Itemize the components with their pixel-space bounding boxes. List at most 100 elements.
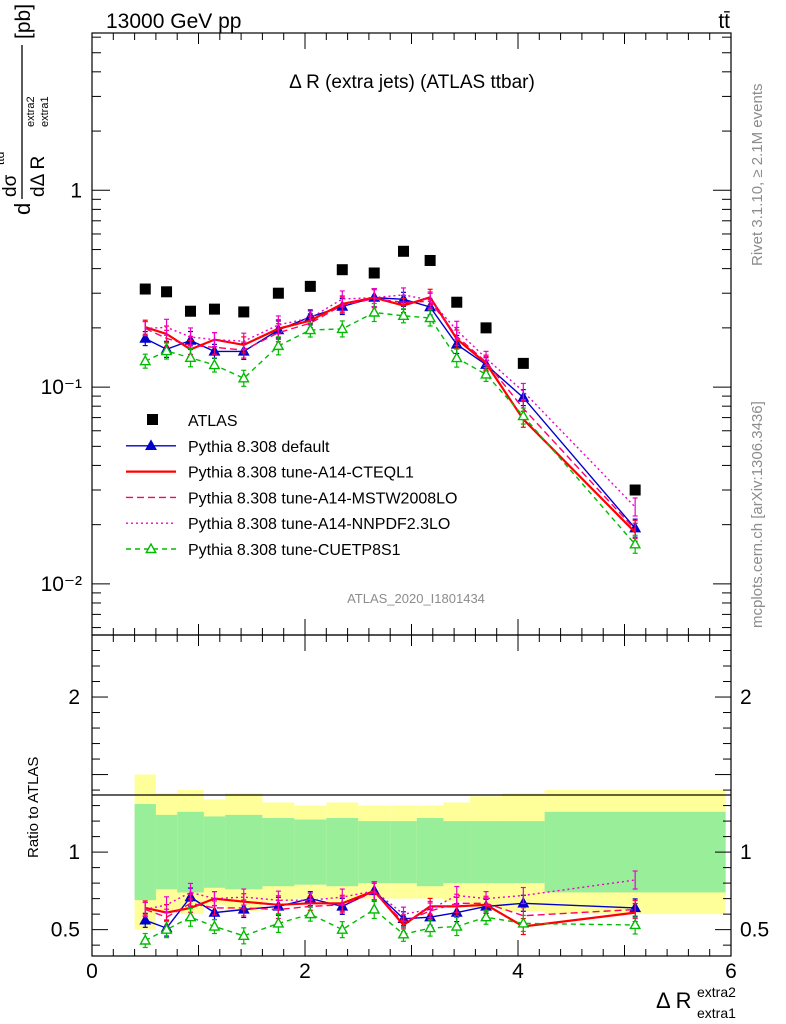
atlas-data-point xyxy=(368,267,380,279)
chart-title: Δ R (extra jets) (ATLAS ttbar) xyxy=(289,72,535,93)
legend-label: Pythia 8.308 tune-A14-CTEQL1 xyxy=(188,465,414,482)
ratio-y-tick-label: 2 xyxy=(68,686,80,709)
ratio-band-inner xyxy=(390,821,417,884)
x-tick-label: 0 xyxy=(86,960,98,983)
axis-tick-labels: 0 2 4 6 1 10⁻¹ 10⁻² 2 2 1 1 0.5 0.5 xyxy=(41,179,770,983)
legend-label: Pythia 8.308 default xyxy=(188,439,330,456)
legend-marker-atlas xyxy=(147,414,158,425)
ratio-point xyxy=(629,918,642,930)
ratio-band-inner xyxy=(502,821,545,884)
atlas-data-point xyxy=(272,287,284,299)
main-point xyxy=(450,351,463,363)
ratio-band-inner xyxy=(443,821,471,884)
main-point xyxy=(629,537,642,549)
ratio-y-axis-label: Ratio to ATLAS xyxy=(25,757,42,858)
legend-marker xyxy=(145,542,157,554)
mcplots-label: mcplots.cern.ch [arXiv:1306.3436] xyxy=(749,401,766,628)
legend-marker xyxy=(145,439,157,450)
legend-label: Pythia 8.308 tune-CUETP8S1 xyxy=(188,542,401,559)
y-label-d: d xyxy=(10,203,35,215)
ratio-y-tick-label: 1 xyxy=(68,841,80,864)
x-label-sub: extra1 xyxy=(697,1005,736,1021)
ratio-point xyxy=(160,923,173,934)
x-label-main: Δ R xyxy=(656,988,691,1013)
y-label-denominator: dΔ R xyxy=(28,156,49,197)
atlas-data-point xyxy=(139,283,151,295)
y-label-numerator-sup: ttd xyxy=(0,152,7,165)
main-point xyxy=(237,371,250,383)
atlas-data-point xyxy=(517,357,529,369)
ratio-point xyxy=(424,921,437,933)
rivet-version-label: Rivet 3.1.10, ≥ 2.1M events xyxy=(749,84,766,267)
ratio-band-inner xyxy=(416,817,444,887)
main-point xyxy=(517,409,530,421)
atlas-data-point xyxy=(161,286,173,298)
atlas-data-point xyxy=(238,306,250,318)
ratio-y-tick-label-right: 0.5 xyxy=(740,919,769,942)
y-tick-label: 10⁻² xyxy=(41,573,82,596)
ratio-point xyxy=(139,934,152,945)
ratio-point xyxy=(397,927,410,939)
axis-ticks xyxy=(91,33,732,956)
atlas-data-point xyxy=(398,245,410,257)
main-series-line xyxy=(145,294,636,508)
ratio-series-line xyxy=(144,908,636,942)
ratio-band-inner xyxy=(470,821,503,884)
legend-label: ATLAS xyxy=(188,413,238,430)
energy-label: 13000 GeV pp xyxy=(106,10,241,33)
ratio-band-inner xyxy=(358,821,391,884)
ratio-band-inner xyxy=(177,811,204,893)
ratio-point xyxy=(237,929,250,941)
atlas-data-point xyxy=(629,484,641,496)
atlas-data-point xyxy=(480,322,492,334)
ratio-point xyxy=(517,916,530,928)
main-point xyxy=(160,344,173,356)
y-label-unit: [pb] xyxy=(12,4,35,39)
main-point xyxy=(272,339,285,351)
main-series-layer xyxy=(139,245,642,554)
main-y-axis-label: d dσ ttd dΔ R extra2 extra1 [pb] xyxy=(0,4,51,215)
ratio-band-inner xyxy=(326,817,359,887)
main-point xyxy=(397,309,410,321)
x-tick-label: 2 xyxy=(299,960,311,983)
y-label-denominator-sup: extra2 xyxy=(25,96,37,127)
ratio-point xyxy=(336,923,349,934)
main-point xyxy=(368,306,381,317)
ratio-band-inner xyxy=(225,814,263,890)
main-point xyxy=(184,351,197,362)
ratio-y-tick-label-right: 1 xyxy=(740,841,752,864)
ratio-band-inner xyxy=(294,819,327,885)
main-point xyxy=(336,322,349,334)
ratio-series-layer xyxy=(139,870,642,949)
ratio-point xyxy=(368,903,381,914)
x-label-sup: extra2 xyxy=(697,984,736,1000)
legend-label: Pythia 8.308 tune-A14-MSTW2008LO xyxy=(188,490,457,507)
x-tick-label: 6 xyxy=(725,960,737,983)
y-tick-label: 1 xyxy=(70,179,82,202)
analysis-id: ATLAS_2020_I1801434 xyxy=(347,591,485,606)
ratio-point xyxy=(139,913,152,925)
ratio-band-inner xyxy=(134,804,156,901)
main-point xyxy=(139,332,152,343)
main-point xyxy=(139,354,152,366)
ratio-point xyxy=(208,920,221,931)
ratio-point xyxy=(272,916,285,928)
main-point xyxy=(480,367,492,379)
x-axis-label: Δ R extra2 extra1 xyxy=(656,984,736,1021)
atlas-data-point xyxy=(208,303,220,315)
legend-label: Pythia 8.308 tune-A14-NNPDF2.3LO xyxy=(188,516,450,533)
x-tick-label: 4 xyxy=(512,960,524,983)
ratio-point xyxy=(450,920,463,931)
ratio-y-tick-label: 0.5 xyxy=(51,919,80,942)
atlas-data-point xyxy=(424,254,436,266)
y-label-numerator: dσ xyxy=(0,174,21,197)
y-label-denominator-sub: extra1 xyxy=(39,96,51,127)
atlas-data-point xyxy=(451,296,463,308)
process-label: tt̄ xyxy=(718,10,730,33)
ratio-point xyxy=(304,907,317,919)
y-tick-label: 10⁻¹ xyxy=(41,376,82,399)
atlas-data-point xyxy=(304,280,316,292)
main-point xyxy=(304,323,317,335)
main-point xyxy=(208,358,221,370)
